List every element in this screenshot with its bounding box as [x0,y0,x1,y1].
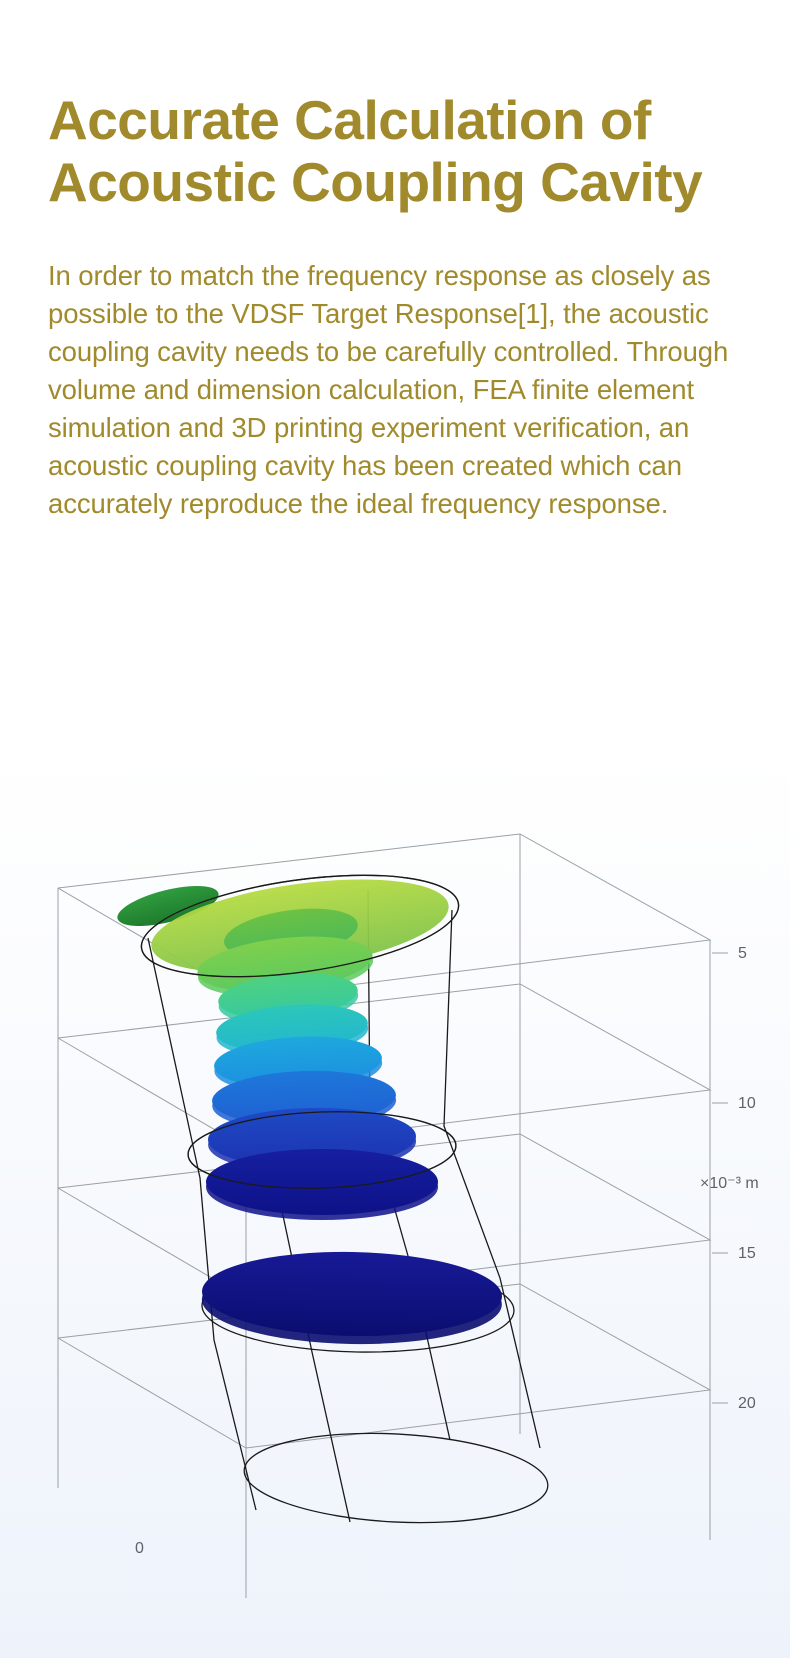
fea-svg: 5 10 15 20 ×10⁻³ m 0 [0,778,790,1658]
axis-tick-label: 10 [738,1095,756,1112]
fea-diagram: 5 10 15 20 ×10⁻³ m 0 [0,778,790,1658]
axis-unit-label: ×10⁻³ m [700,1175,759,1192]
axis-tick-label: 5 [738,945,747,962]
body-paragraph: In order to match the frequency response… [48,257,742,523]
axis-tick-label: 15 [738,1245,756,1262]
page-title: Accurate Calculation of Acoustic Couplin… [48,90,742,213]
axis-tick-label: 20 [738,1395,756,1412]
page-root: Accurate Calculation of Acoustic Couplin… [0,0,790,1658]
axis-tick-label: 0 [135,1540,144,1557]
